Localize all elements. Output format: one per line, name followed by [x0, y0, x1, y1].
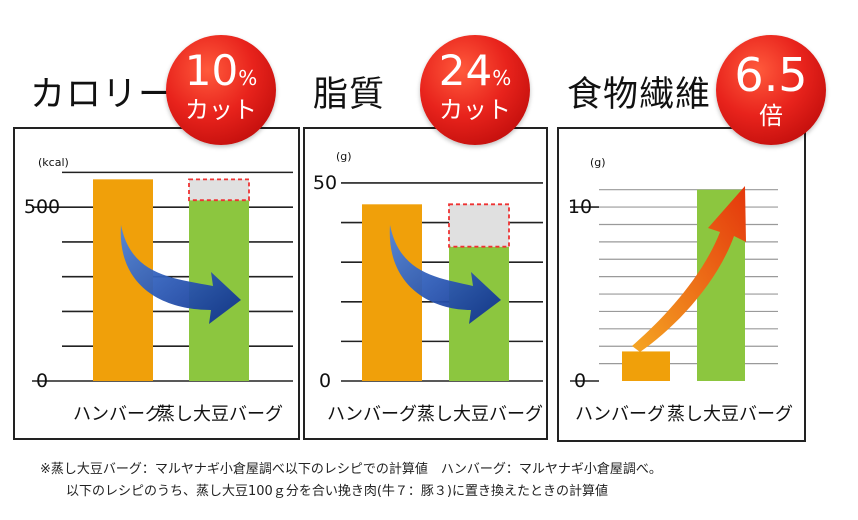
- badge-label: カット: [185, 96, 257, 124]
- badge-label: 倍: [759, 102, 783, 130]
- category-label: 蒸し大豆バーグ: [417, 404, 543, 425]
- chart-title: 脂質: [313, 75, 386, 115]
- multiplier-badge: 6.5 倍: [716, 35, 826, 145]
- badge-value: 10: [184, 46, 239, 95]
- chart-title: 食物繊維: [567, 75, 712, 115]
- badge-value: 6.5: [734, 48, 808, 102]
- unit-label: (kcal): [38, 156, 69, 169]
- badge-unit: %: [492, 66, 512, 90]
- badge-value: 24: [438, 46, 493, 95]
- chart-frame: [557, 127, 806, 442]
- footnote-line-2: 以下のレシピのうち、蒸し大豆100ｇ分を合い挽き肉(牛７：豚３)に置き換えたとき…: [66, 484, 608, 499]
- category-label: ハンバーグ: [73, 404, 163, 425]
- trend-arrow: [120, 225, 241, 324]
- category-label: ハンバーグ: [575, 404, 665, 425]
- trend-arrow: [389, 225, 501, 324]
- badge-unit: %: [238, 66, 258, 90]
- y-tick-label: 0: [319, 370, 331, 392]
- fat-chart: 50 0 (g) ハンバーグ 蒸し大豆バーグ: [313, 150, 543, 425]
- y-tick-label: 0: [36, 370, 48, 392]
- footnote-line-1: ※蒸し大豆バーグ：マルヤナギ小倉屋調べ以下のレシピでの計算値 ハンバーグ：マルヤ…: [40, 462, 662, 477]
- category-label: 蒸し大豆バーグ: [157, 404, 283, 425]
- bar: [622, 351, 670, 381]
- reduction-badge: 24% カット: [420, 35, 530, 145]
- y-tick-label: 500: [24, 196, 60, 218]
- reduced-portion: [448, 203, 510, 248]
- chart-title: カロリー: [30, 75, 175, 115]
- reduced-portion: [188, 178, 250, 202]
- badge-label: カット: [439, 96, 511, 124]
- unit-label: (g): [336, 150, 352, 163]
- y-tick-label: 10: [568, 196, 592, 218]
- fiber-chart: 10 0 (g) ハンバーグ 蒸し大豆バーグ: [568, 156, 793, 425]
- trend-arrow: [632, 186, 746, 352]
- y-tick-label: 50: [313, 172, 337, 194]
- reduction-badge: 10% カット: [166, 35, 276, 145]
- category-label: 蒸し大豆バーグ: [667, 404, 793, 425]
- category-label: ハンバーグ: [327, 404, 417, 425]
- unit-label: (g): [590, 156, 606, 169]
- y-tick-label: 0: [574, 370, 586, 392]
